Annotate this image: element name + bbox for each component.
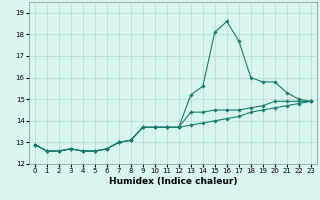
X-axis label: Humidex (Indice chaleur): Humidex (Indice chaleur) bbox=[108, 177, 237, 186]
